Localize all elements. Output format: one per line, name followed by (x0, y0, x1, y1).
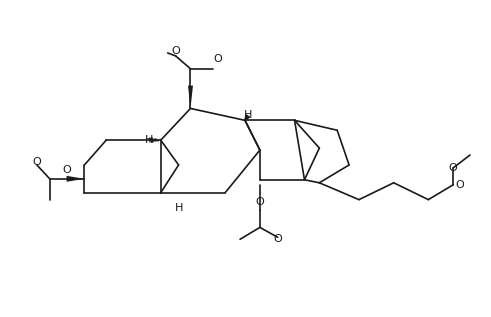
Text: H: H (174, 203, 183, 213)
Text: O: O (449, 163, 458, 173)
Text: H: H (145, 135, 153, 145)
Text: O: O (62, 165, 71, 175)
Text: O: O (32, 157, 41, 167)
Text: O: O (213, 54, 222, 64)
Polygon shape (188, 86, 193, 108)
Text: O: O (273, 234, 282, 244)
Text: H: H (244, 110, 252, 120)
Polygon shape (67, 176, 84, 182)
Text: O: O (456, 180, 464, 190)
Text: O: O (255, 197, 264, 207)
Text: O: O (171, 46, 180, 56)
